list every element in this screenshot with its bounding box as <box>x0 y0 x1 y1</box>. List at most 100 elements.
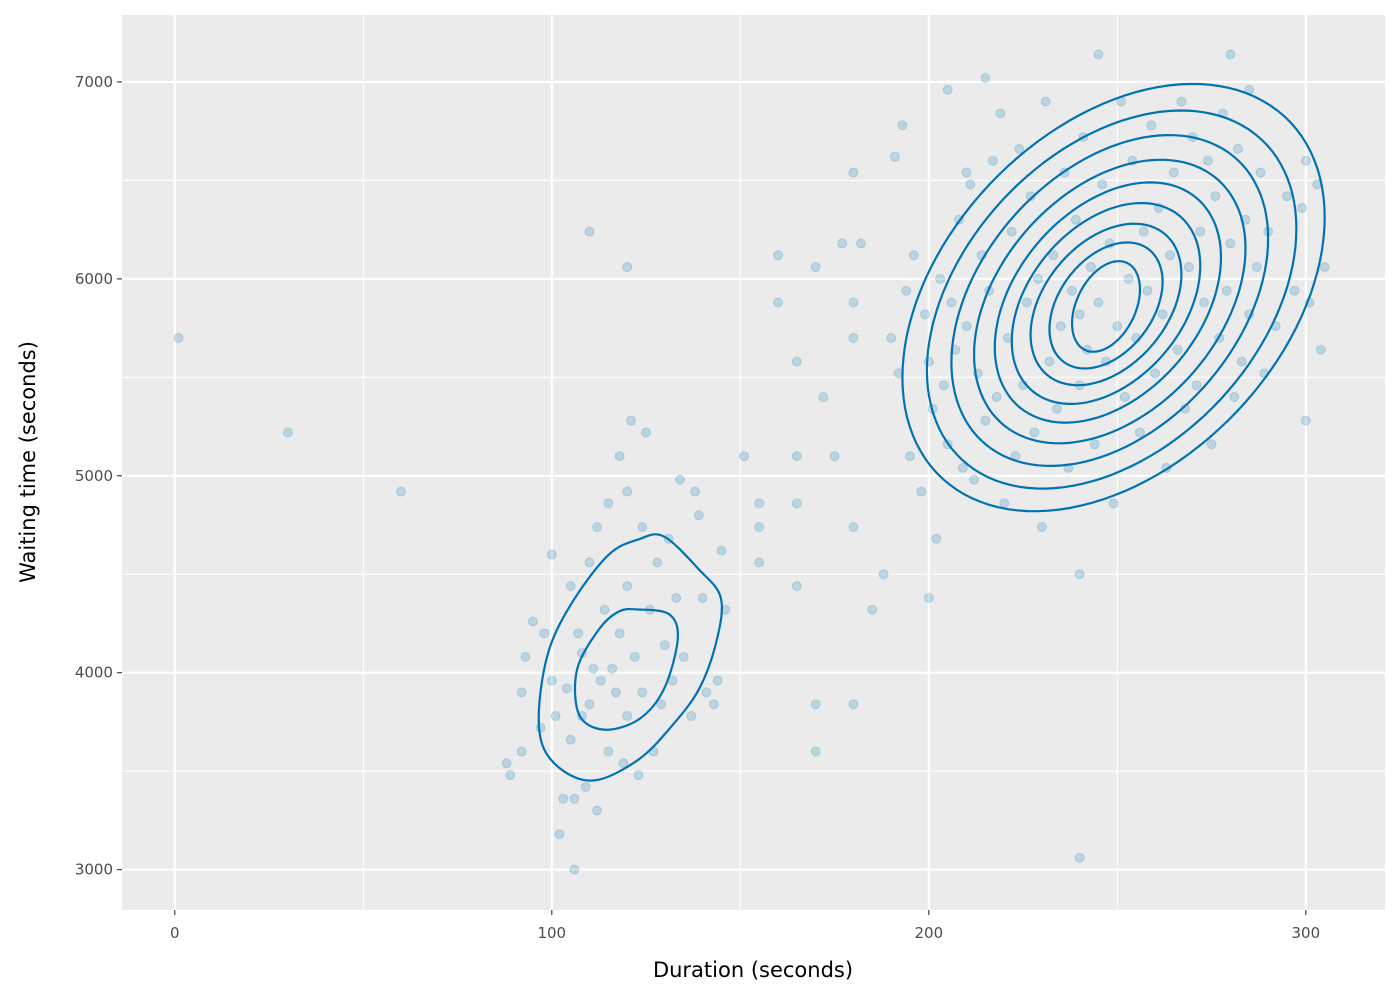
data-point <box>1315 344 1326 355</box>
data-point <box>1225 49 1236 60</box>
data-point <box>855 238 866 249</box>
data-point <box>810 746 821 757</box>
data-point <box>886 332 897 343</box>
data-point <box>701 687 712 698</box>
data-point <box>754 557 765 568</box>
data-point <box>633 770 644 781</box>
data-point <box>931 533 942 544</box>
data-point <box>1070 214 1081 225</box>
data-point <box>901 285 912 296</box>
data-point <box>625 415 636 426</box>
data-point <box>810 262 821 273</box>
data-point <box>1172 344 1183 355</box>
data-point <box>1229 392 1240 403</box>
data-point <box>999 498 1010 509</box>
y-tick-label: 7000 <box>75 73 113 91</box>
data-point <box>565 734 576 745</box>
data-point <box>641 427 652 438</box>
data-point <box>1289 285 1300 296</box>
data-point <box>1168 167 1179 178</box>
data-point <box>674 474 685 485</box>
data-point <box>1006 226 1017 237</box>
data-point <box>1225 238 1236 249</box>
density-contour <box>901 82 1326 513</box>
density-contour <box>972 158 1247 445</box>
data-point <box>1097 179 1108 190</box>
data-point <box>1232 143 1243 154</box>
data-point <box>614 451 625 462</box>
data-point <box>520 651 531 662</box>
data-point <box>1206 439 1217 450</box>
data-point <box>1191 380 1202 391</box>
data-point <box>697 592 708 603</box>
data-point <box>1093 49 1104 60</box>
data-point <box>1089 439 1100 450</box>
data-point <box>652 557 663 568</box>
data-point <box>539 628 550 639</box>
density-contour <box>993 181 1223 424</box>
data-point <box>690 486 701 497</box>
data-point <box>908 250 919 261</box>
x-tick-label: 100 <box>537 924 566 942</box>
data-point <box>961 167 972 178</box>
data-point <box>1074 852 1085 863</box>
data-point <box>554 829 565 840</box>
density-contour <box>537 533 723 782</box>
data-point <box>791 581 802 592</box>
data-point <box>965 179 976 190</box>
data-point <box>1036 521 1047 532</box>
data-point <box>1221 285 1232 296</box>
data-point <box>1319 262 1330 273</box>
data-point <box>659 640 670 651</box>
data-point <box>173 332 184 343</box>
data-point <box>848 699 859 710</box>
data-point <box>610 687 621 698</box>
data-point <box>1146 120 1157 131</box>
data-point <box>584 226 595 237</box>
data-point <box>527 616 538 627</box>
data-point <box>671 592 682 603</box>
data-point <box>773 297 784 308</box>
data-point <box>1195 226 1206 237</box>
data-point <box>546 549 557 560</box>
gridlines <box>122 15 1385 910</box>
data-point <box>1021 297 1032 308</box>
data-point <box>1051 403 1062 414</box>
data-point <box>595 675 606 686</box>
data-point <box>622 581 633 592</box>
data-point <box>584 557 595 568</box>
plot-panel <box>122 15 1385 910</box>
data-point <box>1300 415 1311 426</box>
data-point <box>1014 143 1025 154</box>
data-point <box>622 711 633 722</box>
data-point <box>1165 250 1176 261</box>
data-point <box>1134 427 1145 438</box>
data-point <box>791 356 802 367</box>
data-point <box>592 805 603 816</box>
x-tick-label: 300 <box>1292 924 1321 942</box>
data-point <box>693 510 704 521</box>
x-tick-label: 0 <box>170 924 180 942</box>
data-point <box>561 683 572 694</box>
data-point <box>607 663 618 674</box>
data-point <box>923 592 934 603</box>
data-point <box>395 486 406 497</box>
y-tick-label: 5000 <box>75 467 113 485</box>
data-point <box>1281 191 1292 202</box>
density-contour <box>1048 241 1164 370</box>
data-point <box>848 521 859 532</box>
data-point <box>878 569 889 580</box>
data-point <box>980 415 991 426</box>
data-point <box>829 451 840 462</box>
data-point <box>923 356 934 367</box>
data-point <box>1202 155 1213 166</box>
data-point <box>505 770 516 781</box>
data-point <box>1251 262 1262 273</box>
data-point <box>938 380 949 391</box>
data-point <box>991 392 1002 403</box>
data-point <box>1025 191 1036 202</box>
data-point <box>916 486 927 497</box>
data-point <box>957 462 968 473</box>
data-point <box>1199 297 1210 308</box>
data-point <box>516 746 527 757</box>
